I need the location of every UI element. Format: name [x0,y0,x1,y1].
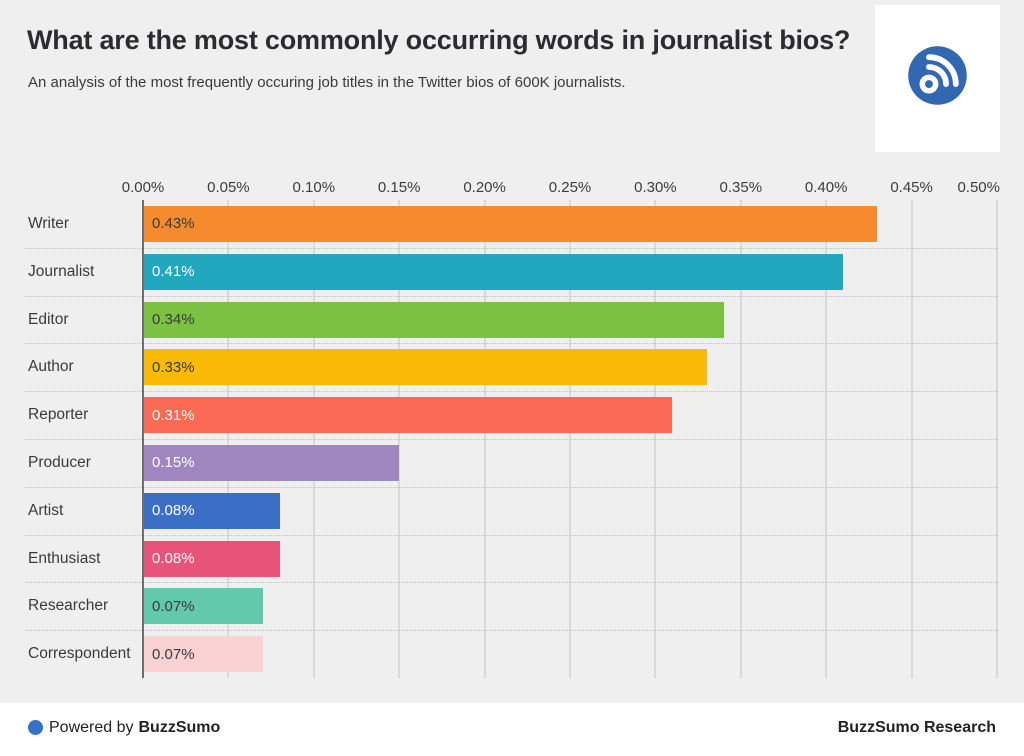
category-label-producer: Producer [28,453,91,471]
bar-writer: 0.43% [143,205,878,242]
page-title: What are the most commonly occurring wor… [27,25,851,55]
powered-by: Powered by BuzzSumo [28,719,220,737]
x-axis-tick-label: 0.50% [957,179,1000,196]
category-label-artist: Artist [28,501,64,519]
category-label-writer: Writer [28,214,70,232]
category-label-author: Author [28,358,74,376]
bar-editor: 0.34% [143,301,724,338]
y-axis-baseline [142,200,144,678]
x-axis-tick-label: 0.20% [463,179,506,196]
x-axis-tick-label: 0.25% [548,179,592,196]
powered-by-brand: BuzzSumo [138,718,221,736]
bar-value-label: 0.31% [152,406,195,424]
vertical-gridline [910,200,913,678]
buzzsumo-dot-icon [28,720,43,735]
bar-enthusiast: 0.08% [143,540,280,577]
bar-value-label: 0.33% [152,358,195,376]
page-subtitle: An analysis of the most frequently occur… [28,74,626,91]
x-axis-tick-label: 0.15% [377,179,421,196]
bar-chart-plot-area: 0.43% 0.41% 0.34% 0.33% 0.31% 0.15% 0.08% 0.08%… [142,200,998,678]
x-axis: 0.00% 0.05% 0.10% 0.15% 0.20% 0.25% 0.30% 0.35%… [122,179,1000,199]
x-axis-tick-label: 0.05% [207,179,250,196]
bar-researcher: 0.07% [143,588,263,625]
bar-value-label: 0.41% [152,263,195,281]
x-axis-tick-label: 0.00% [121,179,165,196]
bar-author: 0.33% [143,349,707,386]
x-axis-tick-label: 0.10% [292,179,336,196]
bar-value-label: 0.43% [152,215,195,233]
footer: Powered by BuzzSumo BuzzSumo Research [0,703,1024,756]
category-label-correspondent: Correspondent [28,645,131,663]
research-credit: BuzzSumo Research [837,718,996,736]
buzzsumo-logo-icon [908,46,967,105]
vertical-gridline [996,200,998,678]
x-axis-tick-label: 0.30% [634,179,677,196]
bar-value-label: 0.08% [152,502,195,520]
bar-value-label: 0.34% [152,311,195,328]
logo-card [875,5,1000,152]
category-label-researcher: Researcher [28,597,109,615]
category-labels: Writer Journalist Editor Author Reporter Prod… [28,200,140,678]
category-label-editor: Editor [28,310,69,328]
category-label-journalist: Journalist [28,262,95,280]
bar-value-label: 0.07% [152,597,195,615]
powered-by-text: Powered by [49,718,134,736]
bar-reporter: 0.31% [143,397,673,434]
category-label-enthusiast: Enthusiast [28,549,101,567]
x-axis-tick-label: 0.40% [804,179,848,196]
bar-journalist: 0.41% [143,253,844,290]
x-axis-tick-label: 0.35% [719,179,763,196]
bar-value-label: 0.15% [152,454,195,472]
x-axis-tick-label: 0.45% [890,179,933,196]
category-label-reporter: Reporter [28,406,89,424]
bar-correspondent: 0.07% [143,636,263,673]
bar-artist: 0.08% [143,492,280,529]
infographic-background: What are the most commonly occurring wor… [0,0,1024,703]
bar-value-label: 0.07% [152,645,195,663]
bar-producer: 0.15% [143,444,400,481]
bar-value-label: 0.08% [152,550,195,567]
